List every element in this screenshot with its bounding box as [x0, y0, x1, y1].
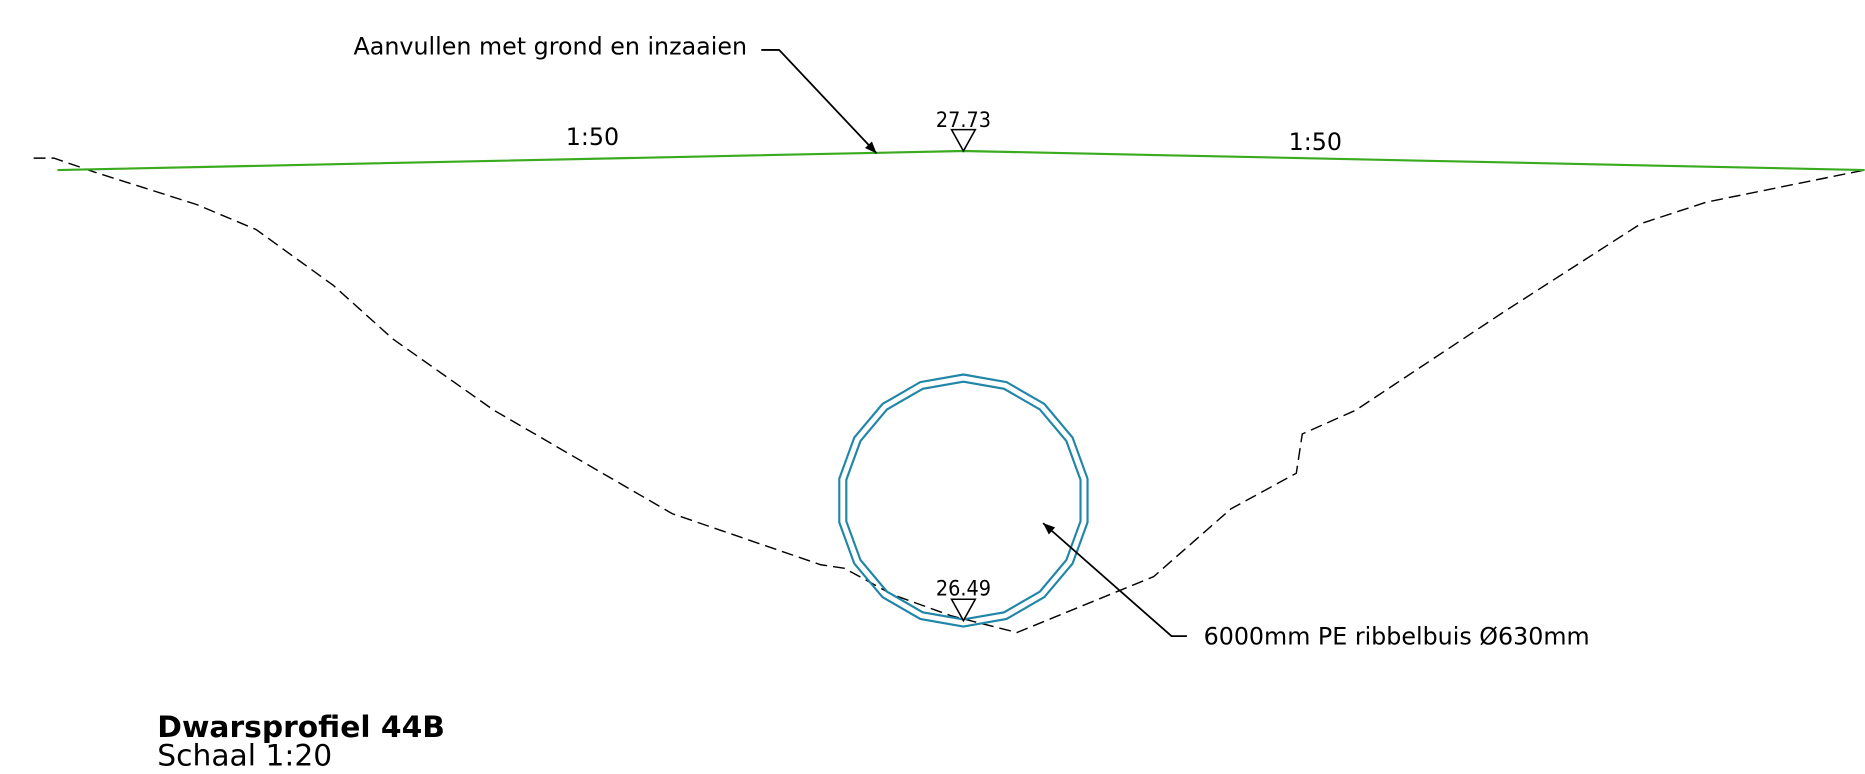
drawing-scale: Schaal 1:20	[157, 739, 332, 774]
pipe-level: 26.49	[936, 577, 991, 602]
drawing-title: Dwarsprofiel 44B	[157, 710, 445, 745]
slope-right: 1:50	[1289, 128, 1342, 156]
pipe-inner-wall	[845, 380, 1082, 621]
fill-label: Aanvullen met grond en inzaaien	[354, 33, 747, 61]
finished-ground	[57, 149, 1865, 172]
top-level: 27.73	[936, 108, 991, 133]
level-marker-pipe	[950, 598, 977, 623]
level-marker-top	[950, 128, 977, 153]
pipe-leader	[1042, 522, 1187, 637]
fill-leader	[761, 49, 878, 154]
pipe-outer-wall	[838, 373, 1089, 628]
slope-left: 1:50	[566, 123, 619, 151]
pipe-label: 6000mm PE ribbelbuis Ø630mm	[1204, 622, 1590, 650]
existing-ground	[33, 157, 1865, 634]
pipe	[838, 373, 1089, 628]
